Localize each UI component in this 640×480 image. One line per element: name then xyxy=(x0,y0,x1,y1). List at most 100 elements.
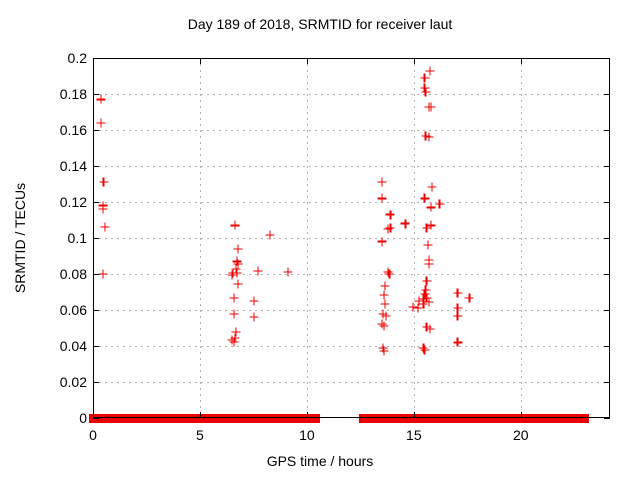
data-point xyxy=(414,296,424,306)
x-tick-mark-top xyxy=(199,58,201,64)
zero-value-band xyxy=(103,413,118,423)
y-tick-mark-right xyxy=(604,130,610,131)
y-tick-mark-right xyxy=(604,346,610,347)
data-point xyxy=(379,346,389,356)
data-point xyxy=(283,267,293,277)
zero-value-band xyxy=(301,413,320,423)
y-tick-label: 0.2 xyxy=(67,50,87,66)
data-point xyxy=(377,177,387,187)
data-point xyxy=(453,303,463,313)
data-point xyxy=(383,224,393,234)
data-point xyxy=(420,73,430,83)
data-point xyxy=(453,337,463,347)
data-point xyxy=(418,343,428,353)
data-point xyxy=(233,259,243,269)
x-tick-mark xyxy=(93,412,94,418)
y-tick-label: 0.1 xyxy=(67,230,87,246)
data-point xyxy=(421,87,431,97)
data-point xyxy=(98,204,108,214)
y-tick-mark xyxy=(93,238,99,239)
data-point xyxy=(232,256,242,266)
x-tick-mark-top xyxy=(413,58,415,64)
y-gridline xyxy=(93,310,610,311)
y-tick-mark-right xyxy=(604,418,610,419)
data-point xyxy=(227,335,237,345)
data-point xyxy=(426,102,436,112)
y-tick-label: 0.02 xyxy=(59,374,87,390)
y-tick-mark-right xyxy=(604,58,610,59)
data-point xyxy=(227,270,237,280)
data-point xyxy=(100,222,110,232)
x-tick-label: 15 xyxy=(406,427,422,443)
y-tick-label: 0 xyxy=(79,410,87,426)
data-point xyxy=(233,279,243,289)
x-tick-mark-top xyxy=(93,58,94,64)
y-tick-mark xyxy=(93,58,99,59)
data-point xyxy=(377,319,387,329)
x-tick-label: 5 xyxy=(196,427,204,443)
data-point xyxy=(229,309,239,319)
data-point xyxy=(379,290,389,300)
data-point xyxy=(232,268,242,278)
data-point xyxy=(231,327,241,337)
data-point xyxy=(380,299,390,309)
data-point xyxy=(420,289,430,299)
y-tick-label: 0.12 xyxy=(59,194,87,210)
y-gridline xyxy=(93,166,610,167)
data-point xyxy=(383,267,393,277)
data-point xyxy=(378,309,388,319)
zero-value-band xyxy=(110,413,235,423)
data-point xyxy=(453,311,463,321)
data-point xyxy=(96,118,106,128)
zero-value-band xyxy=(410,413,429,423)
y-gridline xyxy=(93,382,610,383)
x-tick-label: 10 xyxy=(299,427,315,443)
data-point xyxy=(422,293,432,303)
data-point xyxy=(420,193,430,203)
y-tick-mark-right xyxy=(604,310,610,311)
data-point xyxy=(425,324,435,334)
zero-value-band xyxy=(230,413,308,423)
x-tick-mark xyxy=(306,412,308,418)
x-tick-mark-top xyxy=(520,58,522,64)
data-point xyxy=(385,223,395,233)
data-point xyxy=(418,299,428,309)
zero-value-band xyxy=(430,413,589,423)
y-tick-mark-right xyxy=(604,166,610,167)
data-point xyxy=(435,199,445,209)
data-point xyxy=(408,302,418,312)
y-gridline xyxy=(93,346,610,347)
data-point xyxy=(379,321,389,331)
y-tick-mark xyxy=(93,310,99,311)
y-tick-mark xyxy=(93,166,99,167)
y-gridline xyxy=(93,94,610,95)
y-tick-label: 0.06 xyxy=(59,302,87,318)
y-tick-mark xyxy=(93,346,99,347)
y-tick-mark-right xyxy=(604,382,610,383)
data-point xyxy=(96,94,106,104)
data-point xyxy=(381,311,391,321)
data-point xyxy=(425,66,435,76)
y-tick-mark xyxy=(93,418,99,419)
data-point xyxy=(378,343,388,353)
data-point xyxy=(99,177,109,187)
data-point xyxy=(423,240,433,250)
data-point xyxy=(424,132,434,142)
data-point xyxy=(380,281,390,291)
data-point xyxy=(230,333,240,343)
data-point xyxy=(422,223,432,233)
data-point xyxy=(426,220,436,230)
y-tick-label: 0.04 xyxy=(59,338,87,354)
x-tick-mark xyxy=(199,412,201,418)
data-point xyxy=(421,285,431,295)
y-tick-label: 0.08 xyxy=(59,266,87,282)
data-point xyxy=(426,202,436,212)
y-tick-label: 0.18 xyxy=(59,86,87,102)
chart-title: Day 189 of 2018, SRMTID for receiver lau… xyxy=(187,16,453,32)
data-point xyxy=(98,269,108,279)
y-tick-mark-right xyxy=(604,202,610,203)
data-point xyxy=(424,259,434,269)
y-tick-label: 0.14 xyxy=(59,158,87,174)
data-point xyxy=(265,230,275,240)
